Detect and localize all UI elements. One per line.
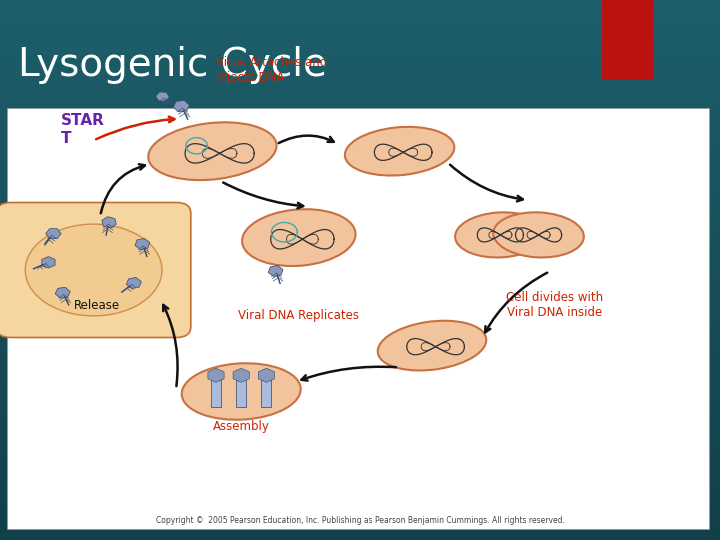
Ellipse shape [378, 321, 486, 370]
Text: STAR
T: STAR T [61, 113, 105, 146]
Ellipse shape [25, 224, 162, 316]
Bar [7, 108, 709, 529]
Ellipse shape [455, 212, 546, 258]
Bar [211, 380, 221, 407]
Text: Release: Release [74, 299, 120, 312]
Ellipse shape [345, 127, 454, 176]
Text: Viral DNA Replicates: Viral DNA Replicates [238, 309, 359, 322]
Ellipse shape [242, 209, 356, 266]
Text: Cell divides with
Viral DNA inside: Cell divides with Viral DNA inside [506, 291, 603, 319]
Bar [602, 0, 654, 80]
Bar [261, 380, 271, 407]
Text: Virus Attaches and
Injects DNA: Virus Attaches and Injects DNA [216, 56, 328, 84]
Ellipse shape [181, 363, 301, 420]
FancyBboxPatch shape [0, 202, 191, 338]
Bar [236, 380, 246, 407]
Ellipse shape [148, 122, 276, 180]
Ellipse shape [493, 212, 584, 258]
Text: Lysogenic Cycle: Lysogenic Cycle [18, 46, 327, 84]
Text: Copyright ©  2005 Pearson Education, Inc. Publishing as Pearson Benjamin Cumming: Copyright © 2005 Pearson Education, Inc.… [156, 516, 564, 525]
Text: Assembly: Assembly [213, 420, 269, 433]
